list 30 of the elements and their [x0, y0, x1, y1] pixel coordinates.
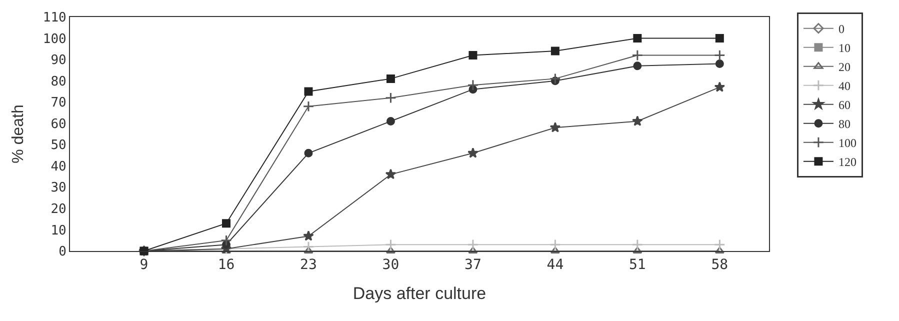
legend-label: 0	[838, 22, 844, 36]
x-tick-label: 58	[711, 256, 728, 273]
x-tick-label: 30	[382, 256, 400, 273]
x-tick-label: 9	[140, 256, 148, 273]
x-tick-label: 37	[464, 256, 482, 273]
y-tick-label: 0	[58, 244, 66, 260]
x-tick-label: 44	[546, 256, 564, 273]
y-tick-label: 30	[50, 180, 66, 196]
legend-label: 80	[838, 117, 850, 131]
y-tick-label: 10	[50, 223, 66, 238]
y-tick-label: 100	[42, 32, 66, 47]
y-tick-label: 50	[50, 138, 66, 154]
legend-label: 40	[838, 79, 850, 93]
legend-label: 100	[838, 136, 856, 150]
y-tick-label: 80	[50, 74, 66, 90]
y-tick-label: 20	[50, 202, 66, 217]
x-axis-title: Days after culture	[352, 284, 486, 304]
legend-label: 10	[838, 41, 850, 55]
y-tick-label: 70	[50, 96, 66, 111]
legend-label: 60	[838, 98, 850, 112]
y-tick-label: 90	[50, 53, 66, 68]
y-tick-label: 110	[42, 10, 66, 26]
y-tick-label: 40	[50, 159, 66, 174]
y-axis-title: % death	[10, 104, 27, 164]
y-tick-label: 60	[50, 116, 66, 132]
x-tick-label: 51	[628, 256, 646, 273]
legend-label: 20	[838, 60, 850, 74]
x-tick-label: 23	[300, 256, 317, 273]
x-tick-label: 16	[218, 256, 235, 273]
legend-label: 120	[838, 155, 856, 169]
